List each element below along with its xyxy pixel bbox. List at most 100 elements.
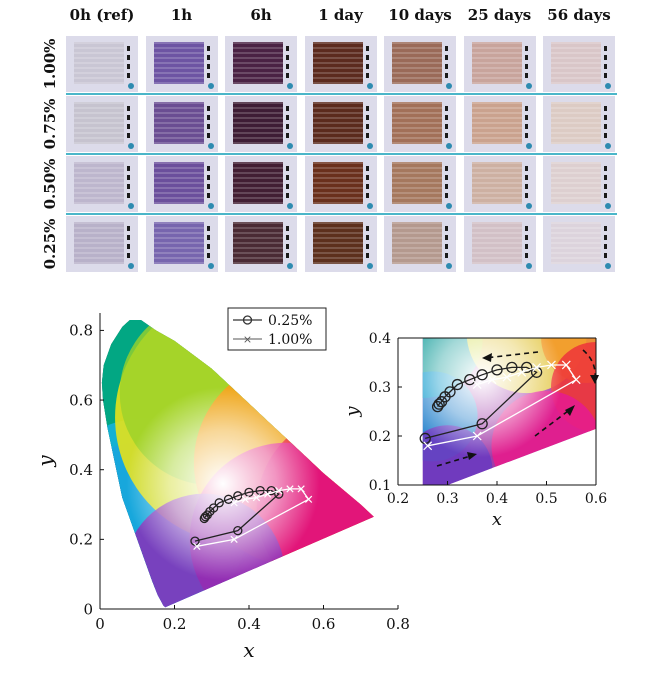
- inset-plot: 0.2 0.3 0.4 0.5 0.60.10.20.30.4xy: [342, 331, 607, 530]
- x-tick-label: 0.4: [486, 491, 508, 507]
- column-header: 25 days: [467, 6, 532, 24]
- sample-photo: [384, 96, 456, 152]
- y-tick-label: 0.1: [369, 478, 391, 494]
- sample-photo: [66, 216, 138, 272]
- data-point: [205, 506, 215, 517]
- data-point: [255, 485, 265, 496]
- sample-photo: [66, 36, 138, 92]
- sample-photo: [304, 36, 377, 92]
- column-header: 1h: [170, 6, 193, 24]
- data-point: [244, 487, 254, 497]
- data-point: [439, 391, 451, 403]
- x-tick-label: 0.5: [535, 491, 557, 507]
- data-point: [200, 512, 211, 522]
- sample-photo: [384, 216, 456, 272]
- data-point: [472, 380, 482, 389]
- sample-photo: [463, 96, 536, 152]
- data-point: [266, 485, 277, 496]
- column-header: 1 day: [318, 6, 363, 24]
- y-tick-label: 0.4: [369, 331, 391, 347]
- data-point: [199, 513, 209, 524]
- y-tick-label: 0.2: [69, 531, 93, 549]
- x-tick-label: 0.6: [585, 491, 607, 507]
- sample-photo: [145, 96, 218, 152]
- data-point: [571, 375, 581, 385]
- legend-label-1.00: 1.00%: [268, 332, 312, 348]
- y-tick-label: 0.3: [369, 380, 391, 396]
- sample-photo: [66, 96, 138, 152]
- data-point: [286, 485, 294, 493]
- series-line-0: [425, 366, 538, 440]
- sample-photo: [463, 36, 536, 92]
- column-header: 56 days: [547, 6, 611, 24]
- data-point: [193, 542, 201, 550]
- data-point: [230, 535, 238, 543]
- sample-photo: [463, 216, 536, 272]
- row-separator: [66, 153, 617, 155]
- row-separator: [66, 213, 617, 215]
- data-point: [451, 378, 464, 391]
- sample-photo: [543, 36, 615, 92]
- data-point: [502, 372, 512, 382]
- data-point: [521, 361, 533, 374]
- x-tick-label: 0.2: [163, 615, 187, 633]
- data-point: [506, 361, 518, 374]
- data-point: [274, 489, 284, 499]
- row-separator: [66, 93, 617, 95]
- sample-photo: [463, 156, 536, 212]
- data-point: [532, 362, 542, 372]
- y-tick-label: 0: [83, 600, 93, 618]
- data-point: [491, 364, 503, 376]
- sample-photo: [543, 96, 615, 152]
- data-point: [464, 373, 476, 386]
- data-point: [297, 485, 305, 493]
- data-point: [444, 386, 456, 398]
- trend-arrows: [436, 349, 597, 467]
- data-point: [223, 494, 234, 504]
- data-point: [517, 367, 527, 377]
- data-point: [190, 536, 200, 546]
- data-point: [487, 375, 497, 385]
- data-point: [476, 418, 488, 430]
- sample-photo: [384, 156, 456, 212]
- legend-label-0.25: 0.25%: [268, 313, 312, 329]
- column-header: 10 days: [388, 6, 452, 24]
- data-point: [208, 503, 219, 513]
- sample-photo: [384, 36, 456, 92]
- y-axis-label: y: [33, 455, 57, 468]
- sample-photo: [225, 156, 297, 212]
- column-header: 0h (ref): [69, 6, 135, 24]
- svg-text:×: ×: [243, 333, 252, 346]
- sample-photo: [304, 216, 377, 272]
- data-point: [252, 493, 261, 502]
- x-axis-label: x: [243, 638, 254, 662]
- data-point: [561, 360, 571, 370]
- data-point: [304, 495, 313, 503]
- x-tick-label: 0: [95, 615, 105, 633]
- y-tick-label: 0.2: [369, 429, 391, 445]
- x-axis-label: x: [492, 509, 502, 530]
- sample-photo: [145, 216, 218, 272]
- data-point: [423, 441, 433, 451]
- row-header: 0.25%: [41, 218, 59, 270]
- data-point: [433, 398, 445, 410]
- y-axis-label: y: [342, 406, 363, 418]
- y-tick-label: 0.6: [69, 391, 93, 409]
- x-tick-label: 0.4: [237, 615, 261, 633]
- data-point: [241, 495, 249, 503]
- sample-photo: [145, 156, 218, 212]
- x-tick-label: 0.8: [386, 615, 410, 633]
- data-point: [214, 498, 224, 508]
- sample-photo: [543, 216, 615, 272]
- data-point: [472, 431, 482, 441]
- y-tick-label: 0.4: [69, 461, 93, 479]
- data-point: [435, 396, 448, 408]
- sample-photo: [225, 216, 297, 272]
- sample-photo: [304, 156, 377, 212]
- data-point: [233, 525, 243, 536]
- legend: 0.25% × 1.00%: [227, 307, 327, 351]
- data-point: [476, 369, 488, 381]
- data-point: [202, 510, 212, 520]
- data-point: [530, 366, 543, 378]
- x-tick-label: 0.2: [387, 491, 409, 507]
